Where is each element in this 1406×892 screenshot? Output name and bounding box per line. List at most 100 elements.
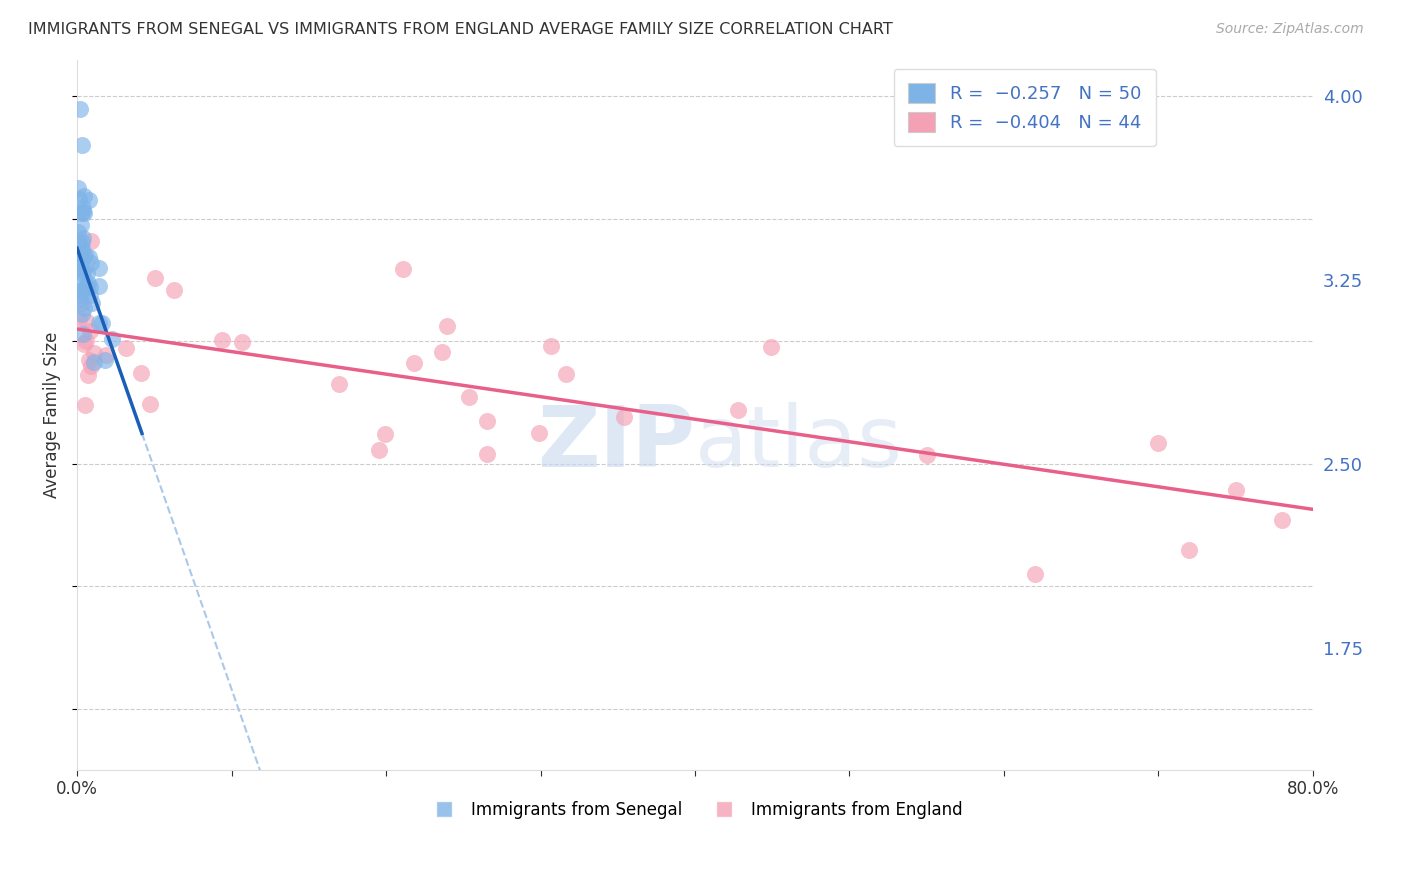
- Point: [554, 368, 576, 382]
- Text: Source: ZipAtlas.com: Source: ZipAtlas.com: [1216, 22, 1364, 37]
- Point: [1271, 513, 1294, 527]
- Point: [77, 193, 100, 207]
- Point: [79, 288, 101, 302]
- Point: [75, 334, 97, 349]
- Point: [67, 288, 90, 302]
- Point: [70, 241, 93, 255]
- Point: [162, 283, 184, 297]
- Point: [72, 205, 94, 219]
- Point: [70, 260, 93, 275]
- Point: [72, 264, 94, 278]
- Point: [69, 253, 91, 268]
- Point: [69, 284, 91, 298]
- Point: [89, 260, 111, 275]
- Point: [529, 425, 551, 440]
- Point: [101, 332, 124, 346]
- Point: [67, 246, 90, 260]
- Point: [72, 231, 94, 245]
- Point: [75, 313, 97, 327]
- Point: [72, 267, 94, 281]
- Point: [83, 346, 105, 360]
- Point: [129, 366, 152, 380]
- Point: [392, 262, 415, 277]
- Point: [87, 279, 110, 293]
- Point: [70, 138, 93, 153]
- Point: [77, 250, 100, 264]
- Point: [79, 256, 101, 270]
- Point: [368, 442, 391, 457]
- Point: [76, 267, 98, 281]
- Point: [77, 368, 100, 382]
- Point: [70, 307, 93, 321]
- Point: [70, 296, 93, 310]
- Point: [727, 403, 749, 417]
- Point: [67, 235, 90, 249]
- Point: [75, 279, 97, 293]
- Point: [613, 410, 636, 425]
- Point: [475, 414, 498, 428]
- Point: [67, 192, 90, 206]
- Point: [72, 201, 94, 215]
- Point: [80, 234, 103, 248]
- Text: ZIP: ZIP: [537, 401, 695, 484]
- Point: [915, 448, 938, 462]
- Text: atlas: atlas: [695, 401, 903, 484]
- Point: [436, 319, 458, 334]
- Point: [79, 279, 101, 293]
- Point: [69, 102, 91, 116]
- Point: [67, 247, 90, 261]
- Point: [1225, 483, 1247, 497]
- Point: [73, 206, 96, 220]
- Point: [143, 271, 166, 285]
- Point: [83, 354, 105, 368]
- Point: [66, 235, 89, 249]
- Point: [115, 341, 138, 355]
- Point: [72, 189, 94, 203]
- Point: [69, 292, 91, 306]
- Text: IMMIGRANTS FROM SENEGAL VS IMMIGRANTS FROM ENGLAND AVERAGE FAMILY SIZE CORRELATI: IMMIGRANTS FROM SENEGAL VS IMMIGRANTS FR…: [28, 22, 893, 37]
- Point: [72, 327, 94, 342]
- Point: [1024, 567, 1046, 582]
- Point: [374, 427, 396, 442]
- Point: [76, 276, 98, 290]
- Point: [82, 295, 104, 310]
- Point: [96, 348, 118, 362]
- Point: [430, 345, 453, 359]
- Point: [69, 219, 91, 233]
- Point: [70, 275, 93, 289]
- Point: [89, 316, 111, 330]
- Point: [761, 340, 783, 354]
- Point: [72, 250, 94, 264]
- Point: [76, 280, 98, 294]
- Point: [67, 312, 90, 326]
- Point: [458, 390, 481, 404]
- Point: [231, 334, 253, 349]
- Point: [475, 447, 498, 461]
- Point: [73, 248, 96, 262]
- Point: [70, 206, 93, 220]
- Point: [66, 181, 89, 195]
- Point: [73, 398, 96, 412]
- Point: [73, 281, 96, 295]
- Point: [1178, 543, 1201, 558]
- Point: [90, 316, 112, 330]
- Point: [73, 336, 96, 351]
- Point: [211, 334, 233, 348]
- Point: [73, 301, 96, 315]
- Point: [72, 243, 94, 257]
- Point: [77, 353, 100, 368]
- Point: [70, 235, 93, 249]
- Point: [540, 339, 562, 353]
- Y-axis label: Average Family Size: Average Family Size: [44, 332, 60, 498]
- Point: [67, 261, 90, 276]
- Point: [80, 359, 103, 373]
- Point: [139, 397, 162, 411]
- Point: [1147, 436, 1170, 450]
- Legend: Immigrants from Senegal, Immigrants from England: Immigrants from Senegal, Immigrants from…: [420, 794, 969, 826]
- Point: [94, 353, 117, 368]
- Point: [69, 245, 91, 260]
- Point: [402, 355, 425, 369]
- Point: [328, 377, 350, 392]
- Point: [66, 225, 89, 239]
- Point: [79, 324, 101, 338]
